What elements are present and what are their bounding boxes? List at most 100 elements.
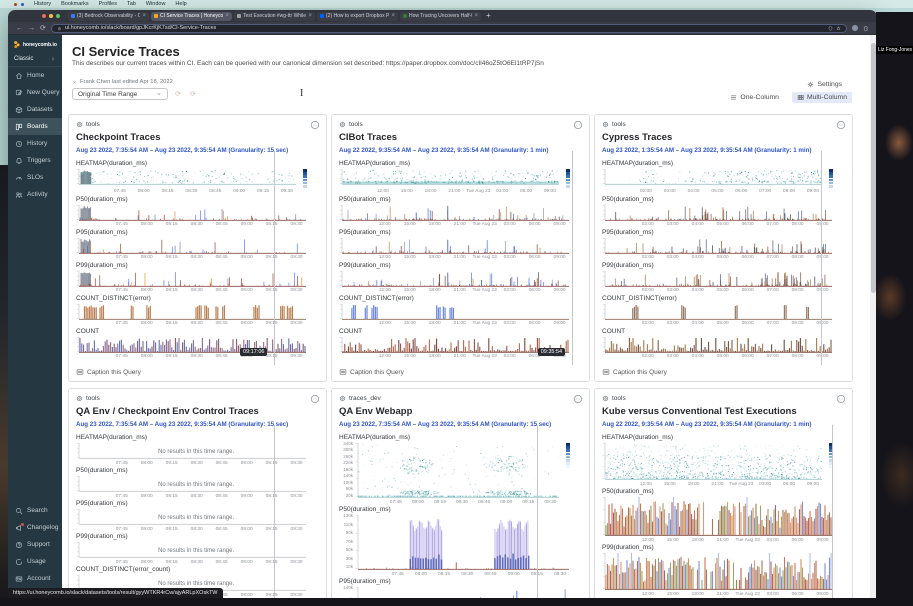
scrollbar[interactable]: [870, 35, 877, 598]
chart-plot[interactable]: No results in this time range.: [76, 541, 307, 558]
browser-tab[interactable]: CI Service Traces | Honeycomb ×: [151, 11, 232, 21]
chart-plot[interactable]: [76, 204, 307, 221]
sidebar-item-search[interactable]: Search: [8, 502, 62, 519]
chart-plot[interactable]: [602, 237, 833, 254]
back-icon[interactable]: ←: [16, 24, 23, 32]
tab-close-icon[interactable]: ×: [225, 13, 229, 19]
chart-plot[interactable]: [602, 303, 833, 320]
panel-menu-button[interactable]: [573, 394, 583, 404]
chart-plot[interactable]: [355, 586, 570, 598]
panel-time-range-link[interactable]: Aug 23 2022, 7:35:54 AM – Aug 23 2022, 9…: [339, 421, 552, 428]
sidebar-item-triggers[interactable]: Triggers: [8, 152, 62, 169]
settings-button[interactable]: Settings: [807, 81, 842, 88]
panel-chart: COUNT 02:00 03:00 04:00 05:00 06:00 07:00 08:00…: [602, 328, 845, 361]
sidebar-item-account[interactable]: Account: [8, 570, 62, 587]
browser-tab[interactable]: (3) Bedrock Observability - C… ×: [68, 11, 149, 21]
chart-plot[interactable]: [339, 270, 570, 287]
chart-plot[interactable]: [602, 496, 833, 536]
chart-plot[interactable]: [339, 336, 570, 353]
chart-plot[interactable]: [602, 552, 833, 590]
refresh-all-button[interactable]: ⟳: [190, 91, 196, 98]
one-column-button[interactable]: One-Column: [725, 92, 784, 103]
minimize-button[interactable]: [49, 14, 53, 18]
tab-close-icon[interactable]: ×: [391, 13, 395, 19]
panel-time-range-link[interactable]: Aug 23 2022, 1:35:54 AM – Aug 23 2022, 9…: [602, 147, 812, 154]
caption-query-button[interactable]: Caption this Query: [76, 368, 141, 376]
menu-item[interactable]: Window: [145, 1, 166, 7]
sidebar-item-activity[interactable]: Activity: [8, 186, 62, 203]
panel-time-range-link[interactable]: Aug 23 2022, 7:35:54 AM – Aug 23 2022, 9…: [76, 147, 289, 154]
forward-icon[interactable]: →: [28, 24, 35, 32]
chart-plot[interactable]: [602, 270, 833, 287]
bookmark-star-icon[interactable]: [836, 26, 841, 31]
caption-query-button[interactable]: Caption this Query: [339, 368, 404, 376]
refresh-button[interactable]: ⟳: [175, 91, 181, 98]
menu-item[interactable]: Help: [175, 1, 187, 7]
tab-close-icon[interactable]: ×: [142, 13, 146, 19]
chart-plot[interactable]: No results in this time range.: [76, 508, 307, 525]
panel-menu-button[interactable]: [310, 120, 320, 130]
axis-tick: 02:00: [641, 222, 654, 228]
tab-close-icon[interactable]: ×: [474, 13, 478, 19]
menu-item[interactable]: Tab: [126, 1, 136, 7]
reload-icon[interactable]: ⟳: [40, 24, 46, 32]
extensions-icon[interactable]: [863, 25, 869, 31]
caption-query-button[interactable]: Caption this Query: [602, 368, 667, 376]
zoom-button[interactable]: [56, 14, 60, 18]
chart-plot[interactable]: [339, 237, 570, 254]
chart-plot[interactable]: [339, 168, 560, 185]
browser-tab[interactable]: How Tracing Uncovers Half-t… ×: [400, 11, 481, 21]
chart-plot[interactable]: [355, 514, 570, 570]
time-range-select[interactable]: Original Time Range: [72, 88, 168, 100]
tab-close-icon[interactable]: ×: [308, 13, 312, 19]
chart-plot[interactable]: [76, 270, 307, 287]
axis-tick: 09:00: [816, 537, 829, 543]
sidebar-item-new-query[interactable]: New Query: [8, 84, 62, 101]
shield-icon[interactable]: [828, 25, 833, 31]
chart-plot[interactable]: [76, 168, 297, 185]
sidebar-item-usage[interactable]: Usage: [8, 553, 62, 570]
sidebar-item-changelog[interactable]: Changelog: [8, 519, 62, 536]
chart-plot[interactable]: [76, 336, 307, 353]
chart-plot[interactable]: [602, 336, 833, 353]
axis-tick: 07:45: [115, 526, 128, 532]
chart-plot[interactable]: [602, 442, 823, 480]
sidebar-item-boards[interactable]: Boards: [8, 118, 62, 135]
menu-item[interactable]: Bookmarks: [61, 1, 89, 7]
panel-menu-button[interactable]: [836, 394, 846, 404]
sidebar-item-history[interactable]: History: [8, 135, 62, 152]
sidebar-item-datasets[interactable]: Datasets: [8, 101, 62, 118]
chart-plot[interactable]: [339, 303, 570, 320]
close-button[interactable]: [42, 14, 46, 18]
panel-menu-button[interactable]: [836, 120, 846, 130]
multi-column-button[interactable]: Multi-Column: [791, 92, 852, 103]
chart-plot[interactable]: [355, 442, 560, 498]
panel-time-range-link[interactable]: Aug 22 2022, 9:35:54 AM – Aug 23 2022, 9…: [339, 147, 549, 154]
chart-plot[interactable]: [76, 303, 307, 320]
chart-plot[interactable]: [602, 204, 833, 221]
panel-menu-button[interactable]: [573, 120, 583, 130]
sidebar-item-home[interactable]: Home: [8, 67, 62, 84]
panel-menu-button[interactable]: [310, 394, 320, 404]
chart-plot[interactable]: [602, 168, 823, 185]
menu-item[interactable]: History: [34, 1, 52, 7]
profile-avatar[interactable]: [852, 25, 858, 31]
sidebar-item-support[interactable]: Support: [8, 536, 62, 553]
chart-plot[interactable]: No results in this time range.: [76, 442, 307, 459]
honeycomb-logo[interactable]: honeycomb.io: [8, 35, 62, 53]
new-tab-button[interactable]: +: [486, 11, 491, 20]
address-bar[interactable]: ui.honeycomb.io/slack/board/gpJKcrKjK7sd…: [50, 23, 847, 33]
panel-time-range-link[interactable]: Aug 23 2022, 7:35:54 AM – Aug 23 2022, 9…: [76, 421, 289, 428]
chart-plot[interactable]: [76, 237, 307, 254]
browser-tab[interactable]: (2) How to export Dropbox Pa…×: [317, 11, 398, 21]
panel-time-range-link[interactable]: Aug 22 2022, 9:35:54 AM – Aug 23 2022, 9…: [602, 421, 812, 428]
scrollbar-thumb[interactable]: [871, 43, 876, 293]
browser-tab[interactable]: Test Execution #wg-ttr While… ×: [234, 11, 315, 21]
chart-plot[interactable]: [339, 204, 570, 221]
chart-label: COUNT_DISTINCT(error): [339, 294, 414, 302]
axis-tick: 08:30: [190, 222, 203, 228]
chart-plot[interactable]: No results in this time range.: [76, 475, 307, 492]
menu-item[interactable]: Profiles: [98, 1, 117, 7]
sidebar-item-slos[interactable]: SLOs: [8, 169, 62, 186]
environment-switcher[interactable]: Classic: [8, 53, 62, 67]
